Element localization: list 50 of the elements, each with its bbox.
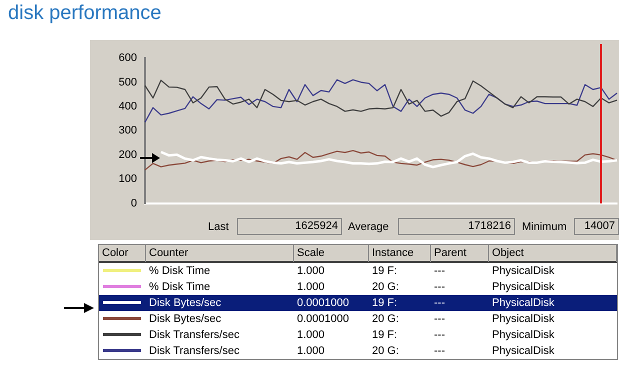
text: 20 G: [371,312,399,327]
text: Parent [431,245,489,262]
text: --- [433,296,445,311]
text: 1.000 [296,328,325,343]
legend-label: % Disk Time [148,264,210,279]
text: Object [489,245,617,262]
text: 20 G: [371,280,399,295]
text: --- [433,264,445,279]
y-tick-label: 300 [118,124,137,137]
chart-title: disk performance [8,2,162,25]
text: 1625924 [237,218,342,235]
text: Instance [369,245,431,262]
y-tick-label: 400 [118,100,137,112]
text: 0.0001000 [296,312,349,327]
text: PhysicalDisk [491,312,554,327]
legend-label: Disk Transfers/sec [148,344,240,359]
text: 19 F: [371,328,398,343]
text: --- [433,328,445,343]
text: PhysicalDisk [491,344,554,359]
text: Minimum [522,221,567,233]
legend-label: Disk Transfers/sec [148,328,240,343]
y-tick-label: 600 [118,52,137,64]
text: 0.0001000 [296,296,349,311]
text: PhysicalDisk [491,296,554,311]
text: --- [433,280,445,295]
text: PhysicalDisk [491,264,554,279]
text: Average [348,221,389,233]
legend-label: % Disk Time [148,280,210,295]
legend-label: Disk Bytes/sec [148,296,222,311]
text: 1.000 [296,280,325,295]
text: Scale [294,245,369,262]
y-tick-label: 100 [118,173,137,186]
text: 19 F: [371,296,398,311]
text: 19 F: [371,264,398,279]
text: --- [433,312,445,327]
text: Last [208,221,229,233]
text: 1718216 [398,218,515,235]
text: PhysicalDisk [491,328,554,343]
text: 1.000 [296,344,325,359]
text: 20 G: [371,344,399,359]
text: 1.000 [296,264,325,279]
text: 14007 [574,218,619,235]
y-tick-label: 0 [130,197,137,210]
text: Color [99,245,146,262]
text: --- [433,344,445,359]
y-tick-label: 200 [118,148,137,161]
text: PhysicalDisk [491,280,554,295]
y-tick-label: 500 [118,76,137,88]
legend-label: Disk Bytes/sec [148,312,222,327]
text: Counter [146,245,294,262]
